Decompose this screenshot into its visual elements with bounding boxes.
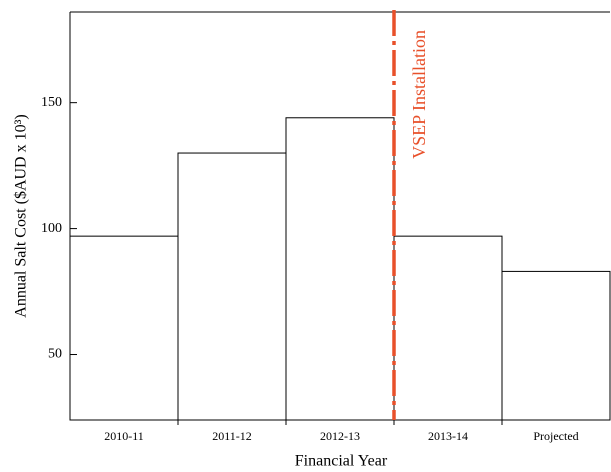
bar bbox=[177, 152, 287, 421]
x-tick-label: 2012-13 bbox=[320, 429, 360, 443]
annotation-label: VSEP Installation bbox=[409, 30, 429, 159]
x-tick-label: 2013-14 bbox=[428, 429, 468, 443]
y-tick-label: 100 bbox=[41, 221, 62, 236]
y-tick-label: 150 bbox=[41, 95, 62, 110]
bar bbox=[69, 235, 179, 421]
x-axis-label: Financial Year bbox=[295, 453, 388, 470]
x-tick-label: 2010-11 bbox=[104, 429, 144, 443]
bar bbox=[285, 117, 395, 421]
y-axis-label: Annual Salt Cost ($AUD x 10³) bbox=[13, 114, 30, 317]
bar bbox=[393, 235, 503, 421]
y-tick-label: 50 bbox=[48, 347, 62, 362]
x-tick-label: Projected bbox=[533, 429, 578, 443]
x-tick-label: 2011-12 bbox=[212, 429, 252, 443]
bar bbox=[501, 270, 611, 421]
